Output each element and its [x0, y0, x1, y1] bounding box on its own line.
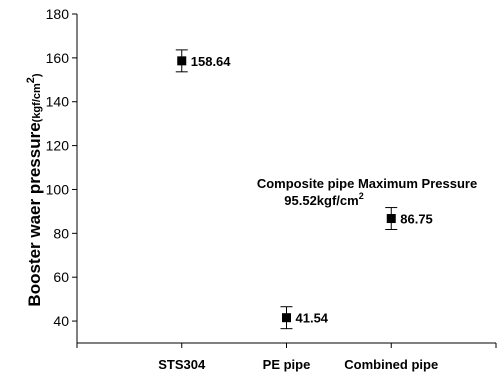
annotation-line-2: 95.52kgf/cm2 — [284, 191, 363, 208]
y-axis-label-unit-sup: 2 — [25, 77, 37, 83]
y-axis-label-unit-close: ) — [31, 73, 43, 77]
data-point — [386, 214, 396, 224]
annotation-line-2-text: 95.52kgf/cm — [284, 193, 358, 208]
y-tick-label: 100 — [46, 181, 70, 197]
data-point — [177, 56, 187, 66]
ticks: 40 60 80 100 120 140 160 180 STS304 PE pipe Combin… — [46, 6, 497, 372]
y-axis-label-main: Booster waer pressure — [25, 122, 44, 306]
data-label: 158.64 — [191, 54, 232, 69]
y-tick-label: 120 — [46, 138, 70, 154]
y-tick-label: 40 — [53, 313, 69, 329]
annotation-line-1: Composite pipe Maximum Pressure — [257, 176, 477, 191]
x-tick-label: PE pipe — [263, 357, 311, 372]
y-axis-label: Booster waer pressure(kgf/cm2) — [25, 73, 44, 307]
data-label: 86.75 — [400, 212, 433, 227]
data-label: 41.54 — [296, 311, 329, 326]
y-tick-label: 180 — [46, 6, 70, 22]
y-tick-label: 140 — [46, 94, 70, 110]
x-tick-label: Combined pipe — [344, 357, 438, 372]
y-tick-label: 80 — [53, 225, 69, 241]
x-tick-label: STS304 — [158, 357, 206, 372]
y-axis-label-unit: (kgf/cm — [31, 83, 43, 122]
y-tick-label: 60 — [53, 269, 69, 285]
data-point — [282, 313, 291, 323]
annotation-line-2-sup: 2 — [359, 191, 364, 201]
y-tick-label: 160 — [46, 50, 70, 66]
marks: 158.64 41.54 86.75 — [175, 49, 433, 330]
